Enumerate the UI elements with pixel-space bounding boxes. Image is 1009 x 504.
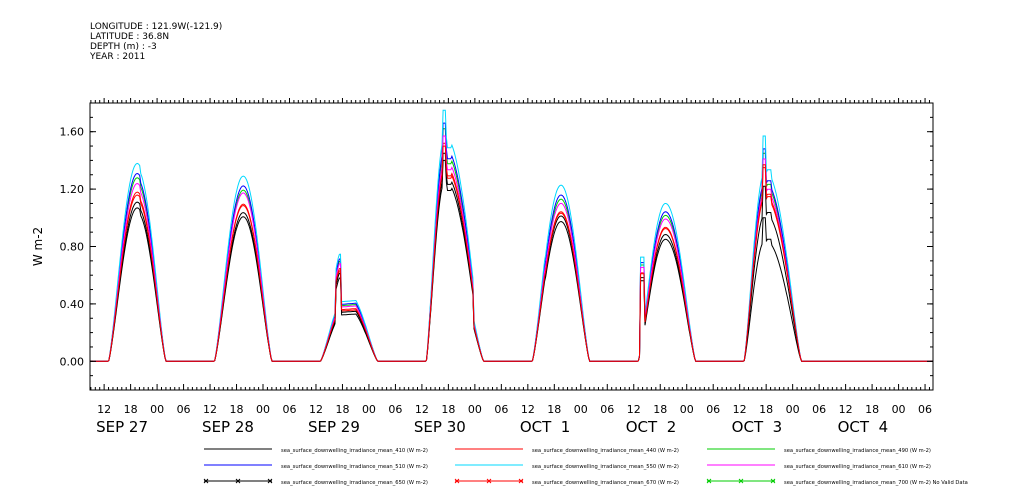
date-label: SEP 27 [96, 418, 148, 436]
legend-marker [235, 478, 241, 484]
legend-item: sea_surface_downwelling_irradiance_mean_… [455, 464, 679, 470]
series-line-4 [90, 122, 933, 362]
hour-tick-label: 00 [150, 403, 164, 416]
y-tick-label: 1.20 [60, 183, 85, 196]
legend-label: sea_surface_downwelling_irradiance_mean_… [532, 480, 679, 486]
hour-tick-label: 00 [574, 403, 588, 416]
legend-item: sea_surface_downwelling_irradiance_mean_… [706, 478, 968, 486]
date-label: SEP 28 [202, 418, 254, 436]
latitude-text: LATITUDE : 36.8N [90, 32, 170, 42]
hour-tick-label: 12 [415, 403, 429, 416]
legend-item: sea_surface_downwelling_irradiance_mean_… [455, 448, 679, 454]
hour-tick-label: 18 [230, 403, 244, 416]
date-label: OCT 3 [732, 418, 783, 436]
hour-tick-label: 06 [918, 403, 932, 416]
depth-text: DEPTH (m) : -3 [90, 42, 157, 52]
y-tick-label: 0.40 [60, 298, 85, 311]
hour-tick-label: 00 [362, 403, 376, 416]
hour-tick-label: 18 [865, 403, 879, 416]
dataset-header: LONGITUDE : 121.9W(-121.9) LATITUDE : 36… [90, 22, 222, 62]
date-label: SEP 29 [308, 418, 360, 436]
legend-marker [770, 478, 776, 484]
legend: sea_surface_downwelling_irradiance_mean_… [203, 448, 968, 486]
hour-tick-label: 12 [309, 403, 323, 416]
legend-marker [203, 478, 209, 484]
legend-marker [486, 478, 492, 484]
date-label: OCT 4 [838, 418, 889, 436]
hour-tick-label: 18 [124, 403, 138, 416]
legend-label: sea_surface_downwelling_irradiance_mean_… [784, 448, 931, 454]
hour-tick-label: 06 [388, 403, 402, 416]
hour-tick-label: 06 [282, 403, 296, 416]
legend-label: sea_surface_downwelling_irradiance_mean_… [281, 480, 428, 486]
series-line-8 [90, 145, 933, 362]
legend-marker [706, 478, 712, 484]
legend-item: sea_surface_downwelling_irradiance_mean_… [707, 464, 931, 470]
legend-label: sea_surface_downwelling_irradiance_mean_… [532, 464, 679, 470]
legend-marker [518, 478, 524, 484]
date-label: OCT 1 [520, 418, 571, 436]
date-label: OCT 2 [626, 418, 677, 436]
legend-item: sea_surface_downwelling_irradiance_mean_… [204, 464, 428, 470]
hour-tick-label: 12 [97, 403, 111, 416]
hour-tick-label: 00 [256, 403, 270, 416]
hour-tick-label: 12 [733, 403, 747, 416]
year-text: YEAR : 2011 [90, 52, 146, 62]
hour-tick-label: 12 [627, 403, 641, 416]
longitude-text: LONGITUDE : 121.9W(-121.9) [90, 22, 223, 32]
legend-label: sea_surface_downwelling_irradiance_mean_… [281, 464, 428, 470]
y-axis-label: W m-2 [31, 227, 45, 266]
legend-marker [267, 478, 273, 484]
hour-tick-label: 12 [203, 403, 217, 416]
hour-tick-label: 06 [494, 403, 508, 416]
hour-tick-label: 18 [441, 403, 455, 416]
series-line-7 [90, 152, 933, 362]
hour-tick-label: 00 [468, 403, 482, 416]
series-line-5 [90, 109, 933, 362]
legend-label: sea_surface_downwelling_irradiance_mean_… [784, 480, 968, 486]
hour-tick-label: 12 [839, 403, 853, 416]
y-tick-label: 0.00 [60, 355, 85, 368]
legend-item: sea_surface_downwelling_irradiance_mean_… [203, 478, 428, 486]
hour-tick-label: 06 [600, 403, 614, 416]
legend-marker [738, 478, 744, 484]
legend-item: sea_surface_downwelling_irradiance_mean_… [707, 448, 931, 454]
legend-marker [454, 478, 460, 484]
hour-tick-label: 00 [892, 403, 906, 416]
hour-tick-label: 00 [786, 403, 800, 416]
hour-tick-label: 18 [653, 403, 667, 416]
legend-label: sea_surface_downwelling_irradiance_mean_… [532, 448, 679, 454]
hour-tick-label: 12 [521, 403, 535, 416]
hour-tick-label: 06 [706, 403, 720, 416]
hour-tick-label: 18 [335, 403, 349, 416]
hour-tick-label: 06 [812, 403, 826, 416]
hour-tick-label: 00 [680, 403, 694, 416]
series-line-3 [90, 128, 933, 362]
y-tick-label: 1.60 [60, 126, 85, 139]
legend-item: sea_surface_downwelling_irradiance_mean_… [204, 448, 428, 454]
series-line-1 [90, 159, 933, 362]
series-layer [90, 109, 933, 362]
hour-tick-label: 18 [759, 403, 773, 416]
axes-layer: 0.00 0.40 0.80 1.20 1.60 W m-2 12 18 00 06 12 18 00 0… [31, 98, 933, 436]
date-label: SEP 30 [414, 418, 466, 436]
hour-tick-label: 18 [547, 403, 561, 416]
y-tick-label: 0.80 [60, 241, 85, 254]
legend-label: sea_surface_downwelling_irradiance_mean_… [281, 448, 428, 454]
series-line-6 [90, 135, 933, 362]
hour-tick-label: 06 [177, 403, 191, 416]
series-line-2 [90, 142, 933, 362]
legend-item: sea_surface_downwelling_irradiance_mean_… [454, 478, 679, 486]
legend-label: sea_surface_downwelling_irradiance_mean_… [784, 464, 931, 470]
